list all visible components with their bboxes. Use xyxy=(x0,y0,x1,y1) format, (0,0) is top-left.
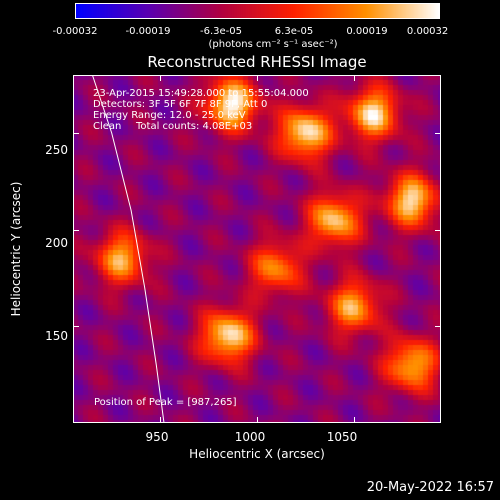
x-tick-mark xyxy=(353,417,355,423)
y-tick-mark xyxy=(435,133,441,134)
y-tick-label: 250 xyxy=(45,143,68,157)
x-tick-mark xyxy=(257,417,258,423)
annotation-detectors: Detectors: 3F 5F 6F 7F 8F 9F, Att 0 xyxy=(93,99,268,110)
chart-title: Reconstructed RHESSI Image xyxy=(147,53,367,71)
colorbar-unit-label: (photons cm⁻² s⁻¹ asec⁻²) xyxy=(208,39,338,50)
limb-overlay xyxy=(91,75,165,423)
x-axis-label: Heliocentric X (arcsec) xyxy=(189,447,325,461)
colorbar-tick: 0.00019 xyxy=(346,26,388,37)
y-tick-mark xyxy=(73,133,79,134)
y-tick-mark xyxy=(73,326,79,328)
annotation-total-counts: Total counts: 4.08E+03 xyxy=(136,121,253,132)
colorbar-tick: -6.3e-05 xyxy=(200,26,242,37)
colorbar-tick: 6.3e-05 xyxy=(274,26,314,37)
colorbar-tick: 0.00032 xyxy=(406,26,449,37)
colorbar-tick: -0.00019 xyxy=(125,26,171,37)
colorbar xyxy=(75,3,440,19)
x-tick-mark xyxy=(353,75,355,81)
annotation-energy-range: Energy Range: 12.0 - 25.0 keV xyxy=(93,110,246,121)
y-tick-label: 150 xyxy=(45,329,68,343)
heatmap-plot-area: 23-Apr-2015 15:49:28.000 to 15:55:04.000… xyxy=(73,75,441,423)
plot-frame xyxy=(73,75,441,423)
y-tick-label: 200 xyxy=(45,236,68,250)
y-tick-mark xyxy=(435,326,441,328)
y-axis-label: Heliocentric Y (arcsec) xyxy=(9,181,23,317)
peak-position-label: Position of Peak = [987,265] xyxy=(94,397,237,408)
x-tick-label: 1000 xyxy=(234,430,266,444)
heatmap-image xyxy=(73,75,441,423)
x-tick-label: 950 xyxy=(145,430,169,444)
x-tick-mark xyxy=(257,75,258,81)
annotation-time-range: 23-Apr-2015 15:49:28.000 to 15:55:04.000 xyxy=(93,88,309,99)
y-tick-mark xyxy=(73,229,79,231)
x-tick-mark xyxy=(160,417,162,423)
colorbar-tick: -0.00032 xyxy=(52,26,98,37)
x-tick-mark xyxy=(160,75,162,81)
x-tick-label: 1050 xyxy=(326,430,358,444)
solar-limb-line xyxy=(91,75,165,423)
render-timestamp: 20-May-2022 16:57 xyxy=(366,480,494,495)
annotation-clean: Clean xyxy=(93,121,122,132)
y-tick-mark xyxy=(435,229,441,231)
